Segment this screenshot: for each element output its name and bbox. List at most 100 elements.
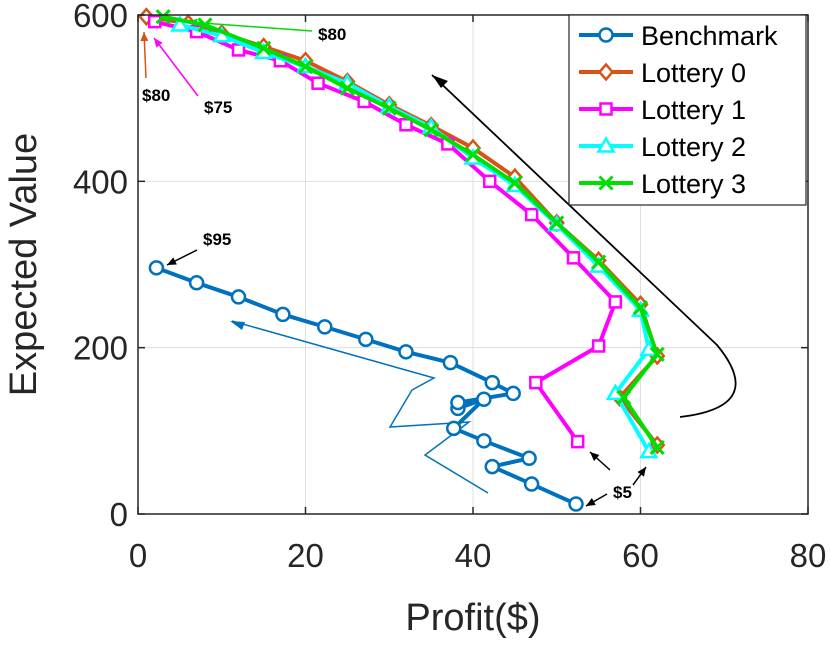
legend-label: Benchmark [641, 21, 778, 51]
data-point [445, 420, 462, 437]
data-point [608, 295, 623, 309]
data-point [484, 374, 501, 391]
legend-label: Lottery 0 [641, 58, 746, 88]
annotation-arrowhead [188, 18, 198, 27]
annotation-arrow-extra [632, 466, 647, 486]
trend-curve-lottery [431, 74, 737, 418]
annotation: $80 [140, 31, 170, 105]
data-point [148, 260, 165, 276]
data-point [381, 100, 397, 116]
annotation-arrowhead [637, 467, 646, 477]
data-point [483, 174, 497, 189]
trend-arrows [230, 74, 737, 494]
data-point [570, 434, 585, 449]
data-point [649, 439, 665, 456]
annotation-arrowhead [586, 498, 596, 506]
annotation-arrowhead [154, 38, 163, 48]
data-point [423, 122, 439, 138]
annotation: $5 [585, 483, 632, 507]
annotation-label: $75 [204, 98, 232, 117]
data-point [524, 207, 539, 222]
y-tick-label: 0 [110, 496, 128, 533]
x-axis-label: Profit($) [405, 597, 540, 639]
data-point [591, 339, 606, 353]
trend-curve-benchmark [231, 320, 489, 494]
annotation-arrowhead [140, 32, 149, 42]
data-point [170, 14, 190, 32]
annotations: $80 $80 $75 $95 $5 [140, 18, 647, 507]
data-point [505, 385, 521, 402]
legend-item-lottery-0: Lottery 0 [579, 58, 746, 88]
y-tick-label: 200 [73, 330, 128, 367]
data-point [230, 289, 247, 305]
data-point [616, 390, 632, 406]
data-point [521, 450, 537, 467]
data-point [596, 135, 616, 153]
data-point [399, 118, 413, 132]
data-point [599, 102, 613, 116]
x-tick-label: 40 [455, 537, 492, 574]
data-point [476, 433, 492, 449]
x-tick-label: 80 [790, 537, 827, 574]
series-lines [138, 7, 666, 512]
data-point [297, 59, 314, 75]
legend-item-benchmark: Benchmark [579, 21, 778, 51]
data-point [155, 9, 171, 25]
data-point [484, 458, 501, 475]
data-point [188, 275, 205, 291]
legend-item-lottery-2: Lottery 2 [579, 132, 746, 162]
tick-labels: 0 20 40 60 80 0 200 400 600 [73, 0, 826, 574]
annotation: $80 [187, 18, 346, 44]
annotation-arrow-extra [589, 451, 611, 471]
annotation-label: $95 [203, 230, 231, 249]
data-point [339, 80, 355, 96]
x-tick-label: 0 [129, 537, 147, 574]
series-benchmark [148, 260, 584, 512]
data-point [507, 175, 523, 191]
y-tick-label: 600 [73, 0, 128, 34]
annotation-arrow [153, 37, 199, 97]
data-point [566, 251, 581, 265]
data-point [549, 215, 565, 231]
series-lottery-3 [155, 9, 665, 456]
annotation-arrowhead [167, 257, 177, 265]
data-point [476, 391, 492, 407]
data-point [649, 346, 665, 362]
annotation-arrow [187, 21, 313, 32]
annotation: $75 [153, 37, 232, 117]
data-point [311, 76, 325, 90]
legend-item-lottery-1: Lottery 1 [579, 95, 746, 125]
data-point [275, 306, 291, 323]
annotation-label: $5 [613, 483, 632, 502]
data-point [197, 17, 213, 33]
trend-arrowhead-lottery [432, 75, 448, 88]
legend-label: Lottery 1 [641, 95, 746, 125]
data-point [598, 175, 614, 191]
data-point [317, 319, 333, 335]
data-point [465, 147, 481, 163]
data-point [523, 476, 540, 492]
data-point [591, 254, 607, 270]
x-tick-label: 20 [287, 537, 324, 574]
data-point [256, 40, 272, 56]
annotation-arrowhead [590, 452, 600, 461]
data-point [450, 394, 466, 411]
annotation-label: $80 [318, 25, 346, 44]
legend-label: Lottery 3 [641, 169, 746, 199]
y-tick-label: 400 [73, 163, 128, 200]
trend-arrowhead-benchmark [230, 321, 245, 330]
data-point [568, 496, 584, 512]
legend: Benchmark Lottery 0 Lottery 1 Lottery 2 Lott… [568, 14, 807, 206]
y-axis-label: Expected Value [3, 133, 45, 396]
x-tick-label: 60 [622, 537, 659, 574]
legend-item-lottery-3: Lottery 3 [579, 169, 746, 199]
data-point [598, 27, 614, 43]
data-point [597, 62, 615, 82]
data-point [632, 300, 649, 316]
data-point [529, 375, 543, 390]
data-point [442, 354, 459, 371]
data-point [358, 331, 374, 348]
legend-label: Lottery 2 [641, 132, 746, 162]
annotation-label: $80 [142, 86, 170, 105]
